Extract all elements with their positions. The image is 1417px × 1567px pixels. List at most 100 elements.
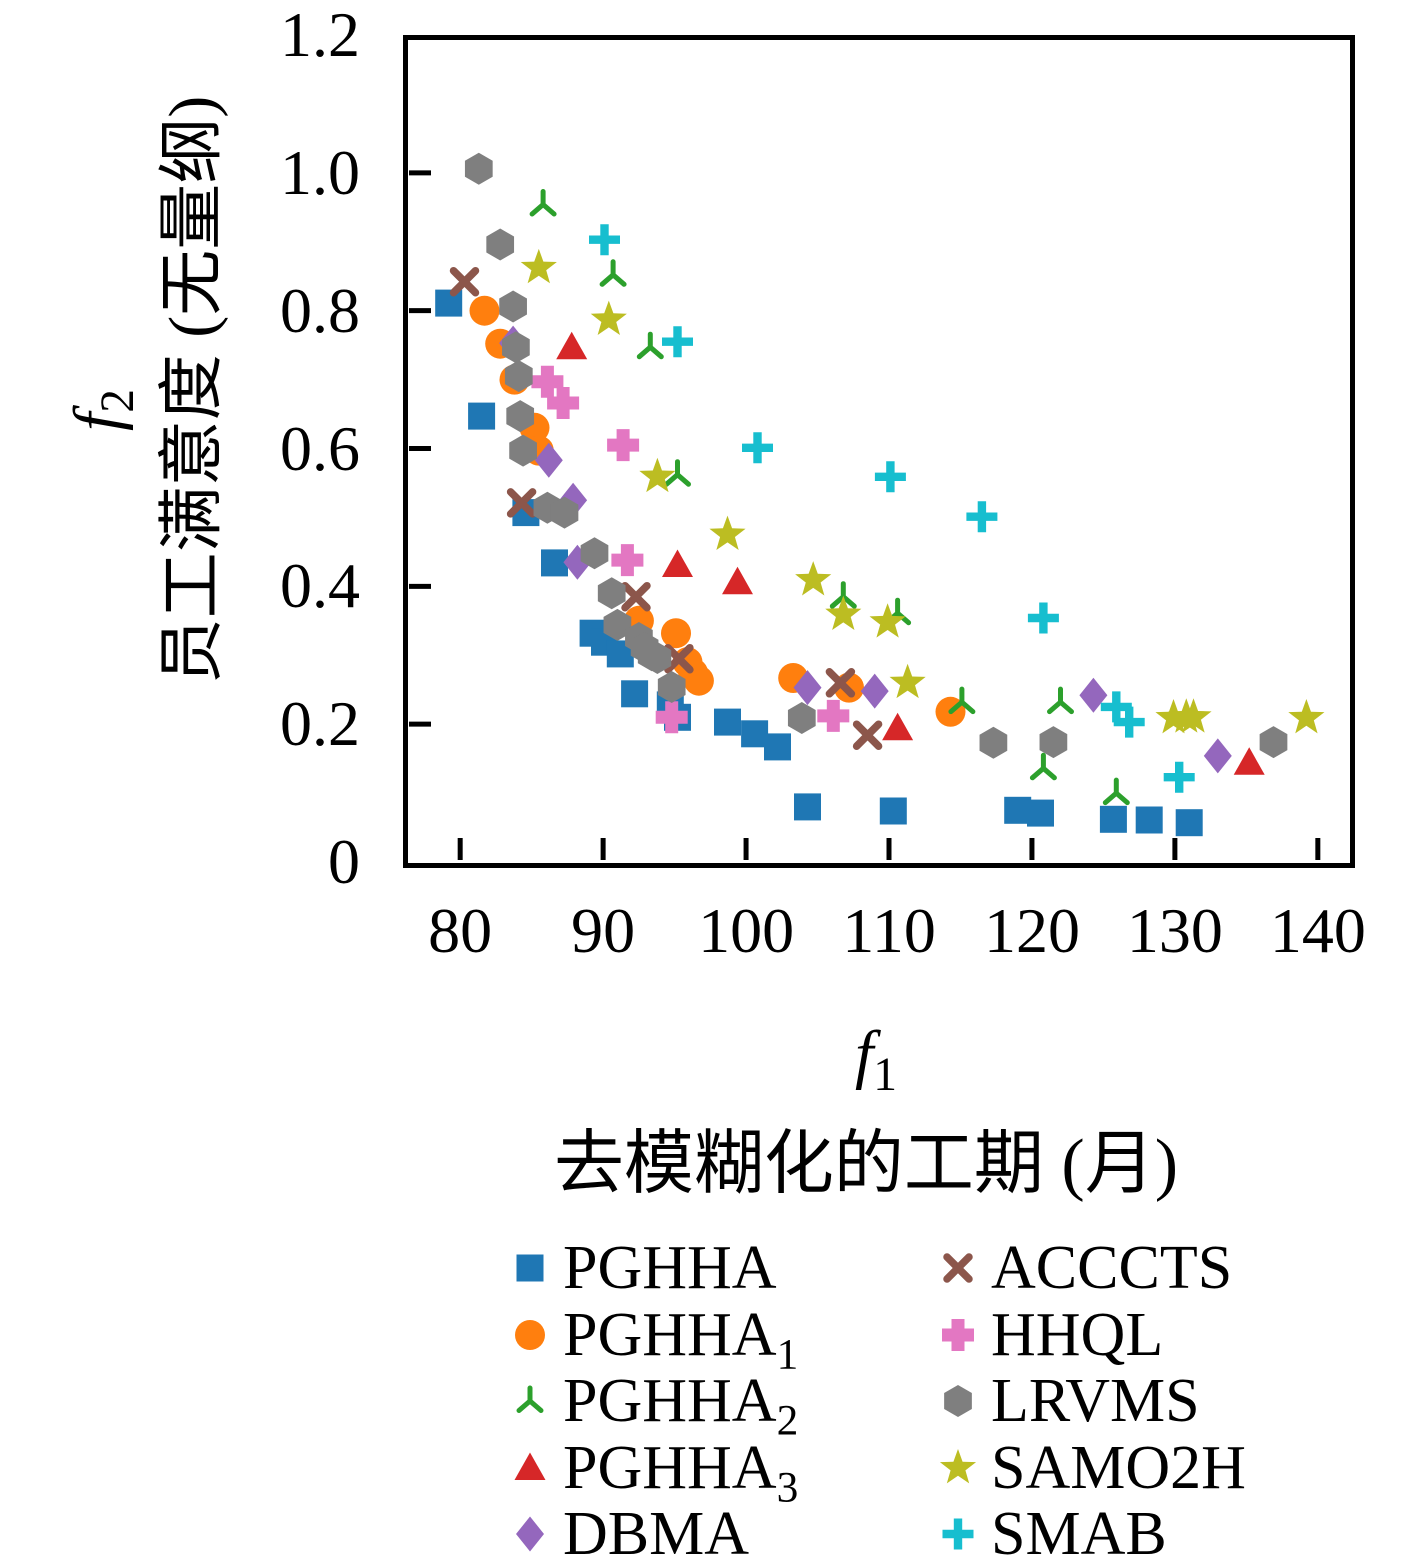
data-point-ACCCTS xyxy=(449,266,480,297)
data-point-PGHHA xyxy=(541,549,568,577)
data-point-PGHHA1 xyxy=(661,618,691,649)
data-point-DBMA xyxy=(1203,738,1232,774)
data-point-HHQL xyxy=(817,699,850,732)
data-point-PGHHA2 xyxy=(829,581,857,609)
data-point-SMAB xyxy=(966,501,998,533)
data-point-LRVMS xyxy=(509,434,537,467)
data-point-DBMA xyxy=(793,670,822,706)
data-point-LRVMS xyxy=(657,671,686,703)
data-point-PGHHA xyxy=(621,680,649,708)
data-point-SMAB xyxy=(589,224,620,256)
legend-item-SAMO2H: SAMO2H xyxy=(933,1437,1246,1499)
data-point-PGHHA2 xyxy=(599,259,627,287)
data-point-PGHHA xyxy=(879,797,907,825)
y-tick-label: 0.8 xyxy=(280,274,360,346)
data-point-HHQL xyxy=(611,544,644,577)
legend-label: SMAB xyxy=(991,1500,1167,1567)
x-axis-label-text: 去模糊化的工期 (月) xyxy=(553,1126,1179,1203)
data-point-DBMA xyxy=(860,673,889,709)
data-point-PGHHA xyxy=(1004,796,1032,824)
data-point-LRVMS xyxy=(580,537,609,570)
data-point-SMAB xyxy=(1100,691,1132,723)
data-point-ACCCTS xyxy=(852,720,883,750)
x-marker-icon xyxy=(943,1253,973,1283)
square-marker-icon xyxy=(516,1254,544,1282)
hexagon-marker-icon xyxy=(944,1385,972,1418)
data-point-LRVMS xyxy=(502,331,530,364)
data-point-LRVMS xyxy=(499,290,527,323)
data-point-PGHHA3 xyxy=(662,549,693,577)
legend-item-LRVMS: LRVMS xyxy=(933,1370,1200,1432)
data-point-HHQL xyxy=(547,387,580,419)
data-point-PGHHA xyxy=(764,733,791,761)
data-point-LRVMS xyxy=(1039,726,1068,759)
triangle-marker-icon xyxy=(514,1452,546,1480)
x-axis-label-f1: f1 xyxy=(854,1018,898,1102)
plus-marker-icon xyxy=(942,1518,974,1550)
legend-item-PGHHA: PGHHA xyxy=(505,1237,777,1299)
data-point-SMAB xyxy=(1113,706,1145,738)
data-point-PGHHA xyxy=(714,708,741,736)
data-point-PGHHA3 xyxy=(882,712,914,741)
data-point-PGHHA xyxy=(468,402,496,430)
legend-label: SAMO2H xyxy=(991,1433,1246,1502)
y-tick-label: 0.2 xyxy=(280,688,360,760)
data-point-DBMA xyxy=(534,442,563,478)
data-point-PGHHA xyxy=(741,720,769,748)
data-point-LRVMS xyxy=(1259,726,1288,759)
data-point-PGHHA1 xyxy=(469,295,500,326)
data-point-LRVMS xyxy=(787,702,816,734)
data-point-PGHHA1 xyxy=(683,665,714,696)
plot-border xyxy=(403,35,1355,868)
data-point-SAMO2H xyxy=(1155,699,1192,734)
data-point-LRVMS xyxy=(504,360,533,393)
data-point-ACCCTS xyxy=(506,488,537,518)
data-point-SAMO2H xyxy=(825,595,862,630)
data-point-DBMA xyxy=(1079,677,1108,713)
data-point-SMAB xyxy=(742,432,773,464)
diamond-marker-icon xyxy=(516,1516,544,1552)
y-tick-label: 1.0 xyxy=(280,136,360,208)
legend-label: PGHHA3 xyxy=(563,1433,799,1512)
legend-label: PGHHA1 xyxy=(563,1300,799,1378)
x-tick-label: 110 xyxy=(842,895,936,966)
data-point-LRVMS xyxy=(597,577,626,610)
data-point-DBMA xyxy=(563,544,592,580)
plus_filled-marker-icon xyxy=(942,1318,974,1351)
data-point-LRVMS xyxy=(979,726,1008,759)
data-point-SAMO2H xyxy=(869,603,906,638)
legend-label: ACCCTS xyxy=(991,1234,1233,1302)
y-tick-label: 0.6 xyxy=(280,412,360,484)
y-tick-label: 0 xyxy=(328,826,360,897)
data-point-PGHHA2 xyxy=(529,189,557,217)
legend-item-ACCCTS: ACCCTS xyxy=(933,1237,1232,1299)
x-tick-label: 90 xyxy=(571,895,636,966)
legend-label: LRVMS xyxy=(991,1367,1200,1436)
data-point-PGHHA xyxy=(1027,799,1054,827)
data-point-PGHHA xyxy=(1135,806,1163,834)
data-point-LRVMS xyxy=(550,496,579,529)
x-tick-label: 80 xyxy=(428,895,493,966)
data-point-PGHHA xyxy=(794,793,821,821)
y-tick-label: 0.4 xyxy=(280,550,360,622)
data-point-ACCCTS xyxy=(825,668,856,698)
y-axis-label-text: 员工满意度 (无量纲) xyxy=(156,95,229,685)
x-tick-label: 140 xyxy=(1269,895,1366,966)
data-point-SAMO2H xyxy=(709,515,746,550)
data-point-PGHHA2 xyxy=(1047,686,1074,715)
data-point-LRVMS xyxy=(643,642,672,674)
data-point-HHQL xyxy=(655,701,688,734)
star-marker-icon xyxy=(939,1448,977,1484)
data-point-PGHHA3 xyxy=(1233,747,1265,775)
x-tick-label: 130 xyxy=(1126,895,1223,966)
legend-item-PGHHA2: PGHHA2 xyxy=(505,1367,799,1445)
data-point-DBMA xyxy=(559,482,588,518)
legend-label: PGHHA2 xyxy=(563,1367,799,1445)
data-point-LRVMS xyxy=(506,400,535,433)
data-point-PGHHA xyxy=(1099,805,1127,833)
legend-item-PGHHA3: PGHHA3 xyxy=(505,1433,799,1512)
data-point-SMAB xyxy=(1163,761,1195,793)
data-point-PGHHA2 xyxy=(948,686,976,715)
tri-marker-icon xyxy=(516,1385,544,1414)
legend-label: HHQL xyxy=(991,1300,1164,1369)
